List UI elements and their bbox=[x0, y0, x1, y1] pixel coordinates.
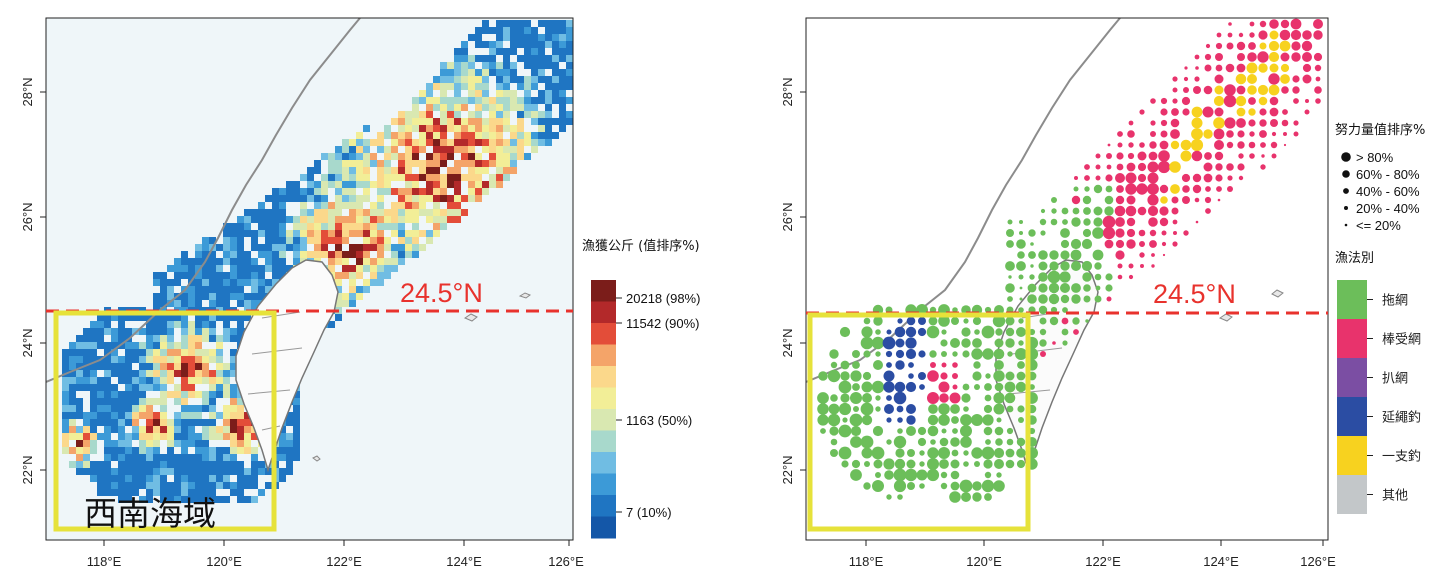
right-y-tick: 26°N bbox=[780, 202, 795, 231]
left-y-axis: 22°N 24°N 26°N 28°N bbox=[20, 77, 46, 485]
size-legend-dot bbox=[1343, 188, 1349, 194]
catch-legend: 漁獲公斤 (值排序%) 20218 (98%) 11542 (90%) 1163… bbox=[582, 238, 700, 539]
left-small-islands bbox=[312, 292, 532, 462]
gear-label: 其他 bbox=[1382, 489, 1408, 504]
colorbar-step bbox=[591, 280, 616, 302]
size-legend-label: <= 20% bbox=[1356, 218, 1401, 233]
left-county-borders bbox=[247, 311, 303, 431]
gear-swatch bbox=[1337, 319, 1367, 358]
southwest-region-box bbox=[53, 310, 277, 532]
size-legend-label: 40% - 60% bbox=[1356, 184, 1420, 199]
right-southwest-region-box bbox=[807, 312, 1031, 532]
catch-legend-label: 11542 (90%) bbox=[626, 316, 699, 331]
southwest-region-label: 西南海域 bbox=[84, 494, 216, 533]
right-x-axis: 118°E 120°E 122°E 124°E 126°E bbox=[849, 540, 1336, 569]
catch-legend-label: 20218 (98%) bbox=[626, 291, 700, 306]
left-x-tick: 124°E bbox=[446, 554, 482, 569]
right-x-tick: 122°E bbox=[1085, 554, 1121, 569]
size-legend-dot bbox=[1344, 223, 1348, 227]
effort-size-legend-title: 努力量值排序% bbox=[1335, 122, 1425, 138]
size-legend-label: 20% - 40% bbox=[1356, 201, 1420, 216]
catch-map: 24.5°N 西南海域 118°E 120°E 122°E 124°E 126°… bbox=[20, 17, 584, 569]
gear-label: 棒受網 bbox=[1382, 333, 1421, 348]
left-x-tick: 122°E bbox=[326, 554, 362, 569]
right-map-frame bbox=[805, 17, 1329, 541]
size-legend-dot bbox=[1342, 170, 1350, 178]
gear-label: 延繩釣 bbox=[1382, 410, 1421, 426]
right-y-tick: 24°N bbox=[780, 328, 795, 357]
colorbar-step bbox=[591, 516, 616, 539]
effort-size-legend: 努力量值排序% > 80% 60% - 80% 40% - 60% 20% - … bbox=[1335, 122, 1425, 233]
colorbar-step bbox=[591, 495, 616, 517]
colorbar-step bbox=[591, 366, 616, 388]
colorbar-step bbox=[591, 387, 616, 410]
right-y-tick: 28°N bbox=[780, 77, 795, 106]
size-legend-dot bbox=[1344, 206, 1348, 210]
catch-colorbar bbox=[591, 280, 616, 539]
gear-swatch bbox=[1337, 436, 1367, 475]
gear-label: 拖網 bbox=[1382, 294, 1408, 309]
left-latitude-label: 24.5°N bbox=[400, 278, 483, 308]
colorbar-step bbox=[591, 409, 616, 431]
gear-label: 扒網 bbox=[1382, 372, 1408, 387]
catch-legend-label: 1163 (50%) bbox=[626, 413, 692, 428]
right-small-islands bbox=[1218, 289, 1284, 322]
size-legend-dot bbox=[1341, 152, 1351, 162]
left-map-frame bbox=[45, 17, 574, 541]
right-y-tick: 22°N bbox=[780, 455, 795, 484]
right-x-tick: 118°E bbox=[849, 554, 884, 569]
left-x-tick: 120°E bbox=[206, 554, 242, 569]
left-y-tick: 24°N bbox=[20, 328, 35, 357]
catch-legend-label: 7 (10%) bbox=[626, 505, 672, 520]
size-legend-label: > 80% bbox=[1356, 150, 1394, 165]
colorbar-step bbox=[591, 301, 616, 324]
right-x-tick: 126°E bbox=[1300, 554, 1336, 569]
colorbar-step bbox=[591, 344, 616, 367]
gear-swatch bbox=[1337, 475, 1367, 514]
right-x-tick: 120°E bbox=[966, 554, 1002, 569]
colorbar-step bbox=[591, 430, 616, 453]
colorbar-step bbox=[591, 452, 616, 474]
gear-label: 一支釣 bbox=[1382, 449, 1421, 465]
right-latitude-label: 24.5°N bbox=[1153, 279, 1236, 309]
right-y-axis: 22°N 24°N 26°N 28°N bbox=[780, 77, 806, 485]
left-x-tick: 126°E bbox=[548, 554, 584, 569]
effort-map: 24.5°N 118°E 120°E 122°E 124°E 126°E 22°… bbox=[780, 17, 1336, 569]
right-x-tick: 124°E bbox=[1203, 554, 1239, 569]
colorbar-step bbox=[591, 323, 616, 345]
gear-legend-title: 漁法別 bbox=[1335, 251, 1374, 266]
left-x-axis: 118°E 120°E 122°E 124°E 126°E bbox=[87, 540, 584, 569]
gear-swatch bbox=[1337, 358, 1367, 397]
left-x-tick: 118°E bbox=[87, 554, 122, 569]
left-y-tick: 26°N bbox=[20, 202, 35, 231]
size-legend-label: 60% - 80% bbox=[1356, 167, 1420, 182]
catch-legend-title: 漁獲公斤 (值排序%) bbox=[582, 238, 700, 254]
gear-swatch bbox=[1337, 397, 1367, 436]
left-coastline bbox=[46, 18, 361, 383]
gear-swatch bbox=[1337, 280, 1367, 319]
left-y-tick: 22°N bbox=[20, 455, 35, 484]
colorbar-step bbox=[591, 473, 616, 496]
left-y-tick: 28°N bbox=[20, 77, 35, 106]
